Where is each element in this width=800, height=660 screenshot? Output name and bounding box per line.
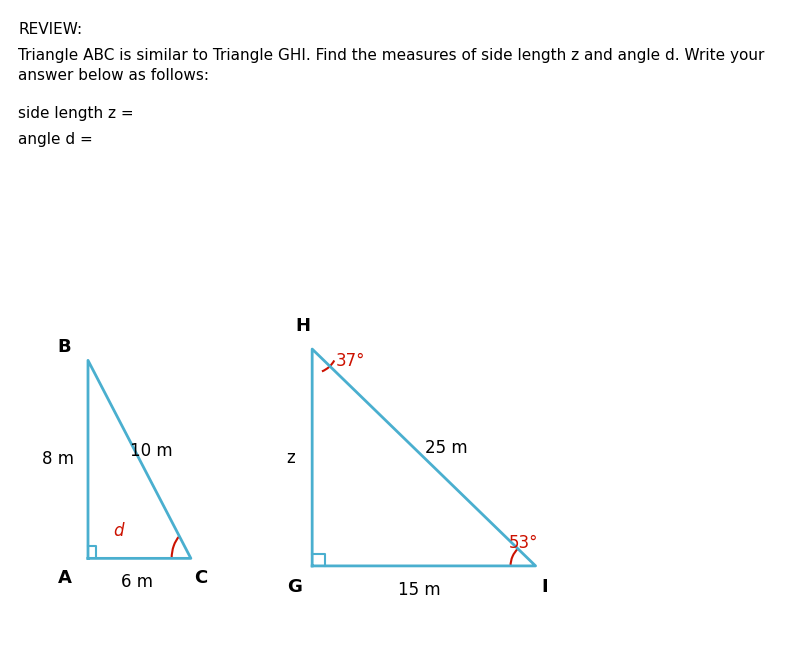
Text: H: H [296, 317, 310, 335]
Text: 25 m: 25 m [425, 439, 467, 457]
Text: 15 m: 15 m [398, 581, 441, 599]
Text: Triangle ABC is similar to Triangle GHI. Find the measures of side length z and : Triangle ABC is similar to Triangle GHI.… [18, 48, 764, 63]
Text: G: G [287, 578, 302, 596]
Text: 6 m: 6 m [122, 573, 154, 591]
Text: C: C [194, 569, 207, 587]
Text: A: A [58, 569, 72, 587]
Text: 37°: 37° [335, 352, 365, 370]
Text: answer below as follows:: answer below as follows: [18, 68, 209, 83]
Text: d: d [113, 521, 123, 540]
Text: B: B [58, 337, 71, 356]
Text: side length z =: side length z = [18, 106, 134, 121]
Text: z: z [286, 449, 295, 467]
Text: I: I [541, 578, 548, 596]
Text: 53°: 53° [509, 535, 538, 552]
Text: angle d =: angle d = [18, 132, 93, 147]
Text: 10 m: 10 m [130, 442, 172, 461]
Text: REVIEW:: REVIEW: [18, 22, 82, 37]
Text: 8 m: 8 m [42, 450, 74, 469]
